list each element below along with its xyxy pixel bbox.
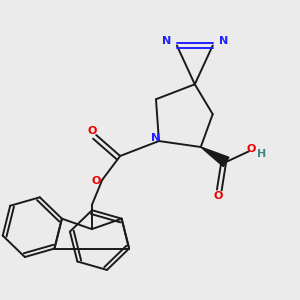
Text: O: O xyxy=(87,126,97,136)
Polygon shape xyxy=(201,147,229,167)
Text: O: O xyxy=(214,191,224,201)
Text: N: N xyxy=(151,133,160,143)
Text: O: O xyxy=(247,143,256,154)
Text: H: H xyxy=(257,149,267,160)
Text: N: N xyxy=(162,36,171,46)
Text: N: N xyxy=(218,36,228,46)
Text: O: O xyxy=(92,176,101,186)
